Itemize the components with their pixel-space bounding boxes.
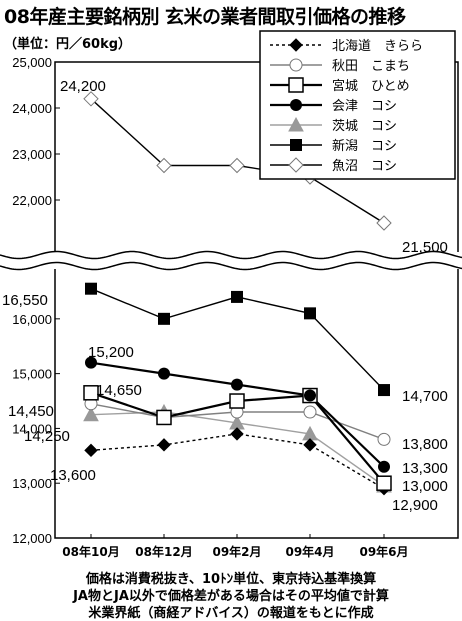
y-tick-label: 14,000 — [12, 421, 52, 436]
footnote-tax: 価格は消費税抜き、10ﾄﾝ単位、東京持込基準換算 — [85, 572, 377, 587]
data-point — [304, 307, 316, 320]
legend-label: 秋田 こまち — [332, 59, 410, 74]
plot-frame — [54, 61, 459, 539]
data-point — [229, 157, 245, 174]
data-label: 13,800 — [402, 436, 448, 453]
legend-label: 宮城 ひとめ — [332, 78, 410, 94]
data-point — [84, 443, 98, 458]
y-tick-label: 25,000 — [12, 55, 52, 70]
legend-label: 会津 コシ — [332, 99, 397, 114]
x-tick-label: 09年6月 — [359, 544, 408, 559]
y-tick-label: 23,000 — [12, 147, 52, 162]
data-label: 14,650 — [96, 382, 142, 399]
data-point — [378, 384, 390, 397]
legend-label: 魚沼 コシ — [332, 159, 397, 174]
chart-title: 08年産主要銘柄別 玄米の業者間取引価格の推移 — [4, 6, 406, 28]
legend-marker — [288, 116, 304, 132]
x-tick-label: 09年2月 — [212, 544, 261, 559]
y-tick-label: 16,000 — [12, 312, 52, 327]
footnote-ja: JA物とJA以外で価格差がある場合はその平均値で計算 — [73, 589, 389, 604]
legend-marker — [288, 157, 304, 173]
data-label: 13,300 — [402, 460, 448, 477]
series-line — [90, 433, 385, 490]
y-tick-label: 24,000 — [12, 101, 52, 116]
data-point — [303, 405, 317, 419]
legend-label: 茨城 コシ — [332, 119, 397, 134]
data-point — [230, 427, 244, 441]
data-label: 13,600 — [50, 467, 96, 484]
data-point — [83, 385, 99, 401]
data-point — [303, 438, 317, 452]
data-point — [158, 312, 170, 325]
data-point — [304, 389, 316, 402]
legend-label: 新潟 コシ — [332, 138, 397, 154]
data-label: 12,900 — [392, 497, 438, 514]
y-tick-label: 12,000 — [12, 531, 52, 546]
data-label: 21,500 — [402, 239, 448, 256]
axis-break-line-top — [0, 250, 462, 260]
legend-label: 北海道 きらら — [332, 39, 423, 54]
data-point — [85, 356, 97, 369]
data-point — [231, 290, 243, 303]
x-tick-label: 08年10月 — [62, 544, 119, 559]
data-label: 14,700 — [402, 388, 448, 405]
legend-marker — [289, 38, 303, 52]
data-label: 14,450 — [8, 403, 54, 420]
data-label: 14,250 — [24, 428, 70, 445]
data-label: 15,200 — [88, 344, 134, 361]
x-tick-label: 08年12月 — [135, 544, 192, 559]
y-tick-label: 13,000 — [12, 476, 52, 491]
y-tick-label: 15,000 — [12, 367, 52, 382]
data-point — [229, 393, 245, 409]
data-point — [156, 157, 172, 174]
y-tick-label: 22,000 — [12, 193, 52, 208]
data-point — [156, 409, 172, 426]
data-label: 16,550 — [2, 292, 48, 309]
series-line — [90, 288, 385, 391]
axis-break-band — [0, 252, 462, 269]
legend-marker — [290, 99, 302, 111]
data-point — [83, 406, 99, 422]
legend-marker — [289, 58, 303, 72]
data-point — [83, 91, 99, 107]
axis-break-line-bottom — [0, 261, 462, 271]
data-point — [231, 378, 243, 391]
unit-label: （単位：円／60kg） — [4, 37, 132, 52]
data-point — [158, 367, 170, 380]
x-tick-label: 09年4月 — [285, 544, 334, 559]
data-point — [157, 438, 171, 452]
data-point — [378, 460, 390, 473]
data-label: 13,000 — [402, 478, 448, 495]
legend-marker — [288, 77, 304, 93]
data-point — [85, 282, 97, 295]
data-point — [376, 215, 392, 231]
legend-marker — [290, 139, 302, 151]
data-point — [376, 475, 392, 491]
footnote-source: 米業界紙（商経アドバイス）の報道をもとに作成 — [88, 606, 374, 621]
data-label: 24,200 — [60, 78, 106, 95]
data-point — [377, 432, 391, 446]
